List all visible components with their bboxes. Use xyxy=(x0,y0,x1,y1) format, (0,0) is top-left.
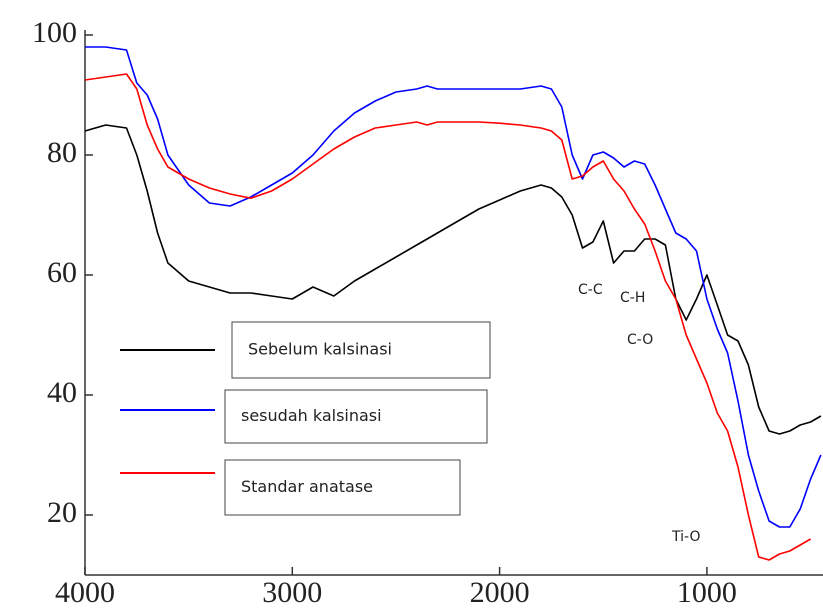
series-line xyxy=(84,124,822,435)
x-tick-label: 3000 xyxy=(262,576,322,609)
y-tick-label: 100 xyxy=(32,16,77,49)
x-tick-label: 1000 xyxy=(677,576,737,609)
x-tick-label: 2000 xyxy=(470,576,530,609)
annotation: Ti-O xyxy=(671,529,700,545)
annotation: C-O xyxy=(627,332,653,348)
y-tick-label: 60 xyxy=(47,256,77,289)
legend-label: Sebelum kalsinasi xyxy=(248,340,392,359)
x-tick-label: 4000 xyxy=(55,576,115,609)
series-line xyxy=(84,73,811,561)
annotation: C-H xyxy=(620,290,645,306)
legend-box xyxy=(224,389,488,444)
legend-box xyxy=(231,321,491,379)
y-tick-label: 80 xyxy=(47,136,77,169)
series-line xyxy=(85,46,822,528)
legend-label: sesudah kalsinasi xyxy=(241,406,382,425)
y-tick-label: 20 xyxy=(47,496,77,529)
annotation: C-C xyxy=(578,282,603,298)
legend-label: Standar anatase xyxy=(241,477,373,496)
y-tick-label: 40 xyxy=(47,376,77,409)
legend-box xyxy=(224,459,461,516)
